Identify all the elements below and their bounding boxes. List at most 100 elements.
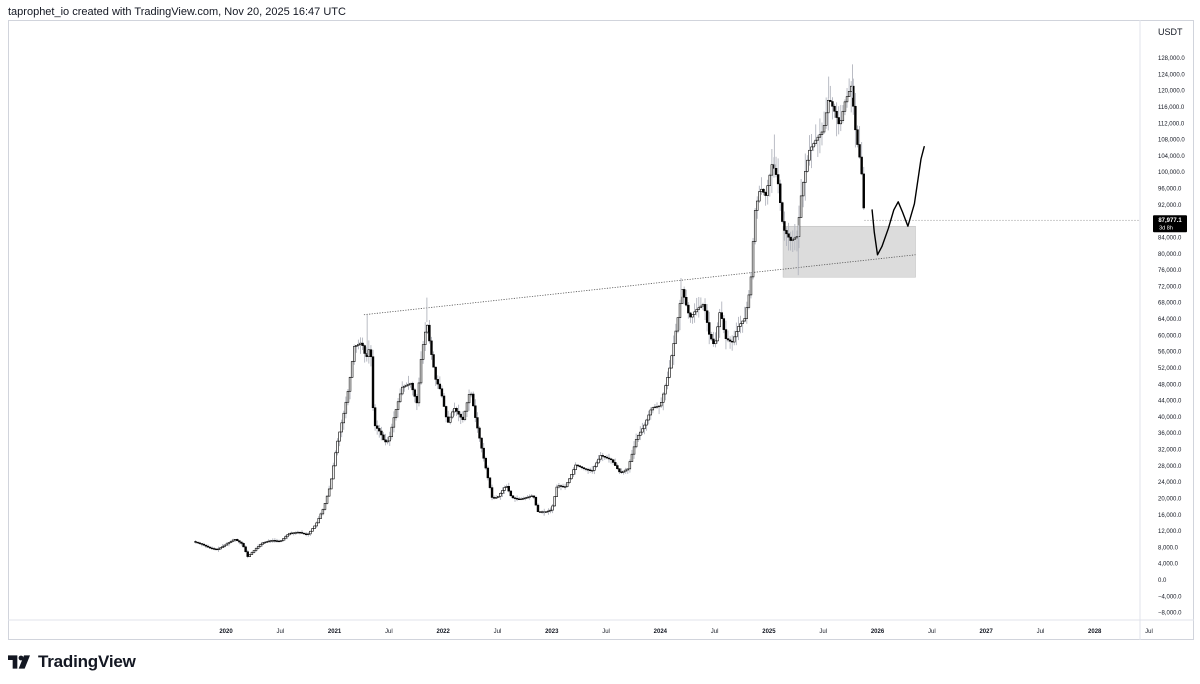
currency-label[interactable]: USDT	[1158, 27, 1183, 37]
candle-body	[783, 221, 786, 231]
candle-body	[787, 233, 790, 238]
candle-body	[735, 331, 738, 338]
candle-body	[267, 540, 270, 543]
candle-body	[330, 478, 333, 490]
candle-body	[409, 382, 412, 385]
candle-body	[405, 384, 408, 387]
candle-body	[369, 349, 373, 358]
candle-body	[626, 468, 629, 471]
y-tick-label: 68,000.0	[1158, 301, 1182, 307]
candle-body	[774, 168, 778, 175]
candle-body	[536, 504, 540, 513]
candle-body	[597, 458, 600, 464]
candle-body	[578, 465, 581, 468]
candle-body	[641, 428, 644, 433]
y-tick-label: 72,000.0	[1158, 284, 1182, 290]
candle-body	[511, 495, 515, 499]
candle-body	[200, 543, 203, 545]
candle-body	[279, 540, 283, 542]
candle-body	[321, 509, 325, 515]
candle-body	[841, 110, 845, 121]
x-tick-label: Jul	[1145, 629, 1153, 635]
candle-body	[685, 296, 688, 306]
candle-body	[206, 545, 210, 548]
candle-body	[697, 307, 700, 310]
candle-body	[469, 393, 473, 396]
projection-path[interactable]	[871, 145, 925, 256]
candle-body	[545, 511, 548, 513]
y-tick-label: 32,000.0	[1158, 448, 1182, 454]
candle-body	[227, 542, 231, 545]
candle-body	[624, 469, 627, 472]
x-tick-label: Jul	[385, 629, 393, 635]
candle-body	[701, 304, 705, 307]
candle-body	[822, 125, 826, 133]
candle-body	[791, 238, 794, 241]
candle-body	[739, 323, 742, 327]
candle-body	[858, 144, 861, 158]
candle-body	[492, 497, 496, 499]
candle-body	[428, 324, 431, 342]
x-tick-label: 2027	[979, 629, 993, 635]
candle-body	[695, 309, 698, 313]
candle-body	[847, 91, 851, 97]
candle-body	[219, 547, 222, 550]
bar-countdown: 3d 8h	[1159, 226, 1173, 232]
candle-body	[300, 532, 304, 534]
candle-body	[440, 388, 444, 397]
candle-body	[649, 409, 652, 416]
candle-body	[756, 200, 759, 211]
candle-body	[461, 416, 465, 420]
candle-body	[808, 149, 811, 161]
candle-body	[672, 343, 675, 357]
candle-body	[620, 471, 623, 473]
candle-body	[292, 532, 295, 534]
candle-body	[348, 376, 352, 392]
candle-body	[421, 344, 425, 360]
candle-body	[373, 407, 377, 427]
last-price-badge[interactable]	[1153, 215, 1187, 233]
candle-body	[223, 544, 226, 547]
candle-body	[446, 416, 450, 423]
candle-body	[553, 496, 556, 507]
candle-body	[323, 503, 327, 510]
x-tick-label: Jul	[602, 629, 610, 635]
candle-body	[860, 156, 863, 175]
y-tick-label: 84,000.0	[1158, 235, 1182, 241]
candle-body	[248, 554, 252, 557]
candle-body	[254, 548, 258, 551]
candle-body	[342, 412, 345, 424]
candle-body	[737, 326, 740, 332]
candle-body	[605, 456, 609, 459]
candle-body	[634, 439, 638, 448]
candle-body	[244, 546, 247, 553]
candle-body	[678, 303, 682, 318]
candle-body	[779, 183, 782, 203]
x-tick-label: 2022	[436, 629, 450, 635]
candle-body	[651, 407, 655, 411]
candle-body	[340, 422, 343, 433]
candle-body	[714, 340, 717, 345]
support-zone[interactable]	[782, 225, 916, 278]
candle-body	[647, 414, 650, 421]
candle-body	[363, 345, 366, 354]
candle-body	[530, 495, 533, 497]
tradingview-logo[interactable]: TradingView	[8, 652, 136, 672]
brand-name: TradingView	[38, 652, 136, 671]
candle-body	[643, 424, 646, 430]
candle-body	[639, 431, 642, 436]
candle-body	[705, 310, 709, 323]
candle-body	[396, 401, 400, 410]
trendline[interactable]	[363, 254, 916, 316]
candle-body	[616, 465, 619, 470]
candle-body	[716, 326, 719, 342]
candle-body	[856, 129, 859, 145]
candle-body	[662, 393, 665, 403]
candle-body	[238, 540, 241, 543]
candle-body	[770, 164, 774, 176]
candle-body	[614, 462, 617, 466]
tradingview-logo-icon	[8, 655, 30, 669]
candle-body	[392, 417, 396, 428]
candle-body	[482, 447, 485, 459]
